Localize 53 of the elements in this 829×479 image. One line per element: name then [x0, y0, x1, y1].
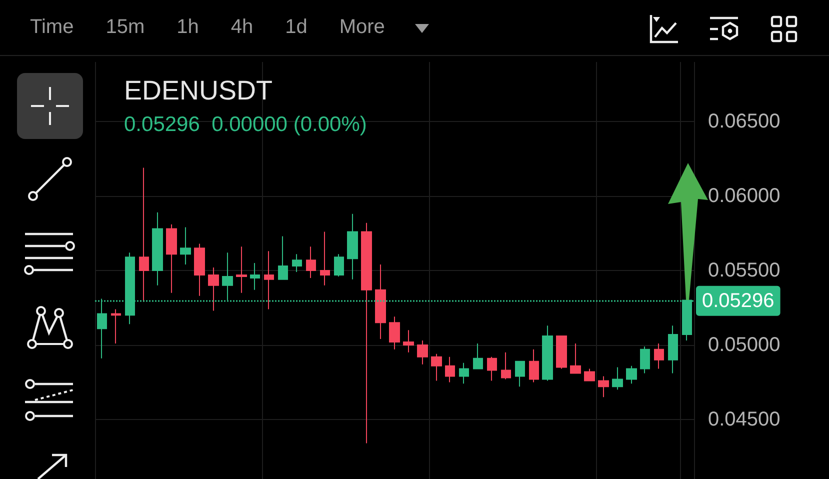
candlestick — [473, 342, 483, 370]
y-tick-label: 0.06000 — [708, 185, 780, 208]
candlestick — [166, 224, 177, 294]
text: 1d — [285, 16, 308, 39]
candlestick — [236, 246, 247, 294]
text: EDENUSDT — [124, 76, 273, 106]
candlestick — [389, 316, 400, 350]
text: 1h — [176, 16, 199, 39]
candlestick — [208, 267, 219, 312]
text: 0.05296 0.00000 (0.00%) — [124, 113, 367, 136]
text: More — [339, 16, 385, 39]
candlestick — [375, 264, 386, 340]
candlestick — [612, 366, 623, 390]
candlestick — [445, 356, 455, 383]
candlestick — [431, 353, 442, 382]
candlestick — [417, 340, 428, 365]
candlestick — [292, 254, 302, 272]
ref-line-label: 0.05296 — [702, 290, 774, 312]
candlestick — [139, 167, 149, 302]
y-tick-label: 0.04500 — [708, 408, 780, 430]
candlestick — [501, 352, 511, 380]
y-tick-label: 0.06500 — [708, 110, 780, 133]
y-tick-label: 0.05000 — [708, 334, 780, 356]
text: 15m — [106, 16, 145, 39]
candlestick — [626, 365, 637, 384]
candlestick — [640, 346, 650, 374]
candlestick — [194, 243, 205, 296]
candlestick — [320, 231, 330, 286]
candlestick — [542, 325, 553, 382]
candlestick — [361, 222, 372, 444]
candlestick — [180, 226, 191, 266]
candlestick — [264, 250, 274, 310]
candlestick — [347, 213, 358, 280]
candlestick — [570, 342, 581, 374]
candlestick — [598, 376, 609, 398]
candlestick — [403, 330, 414, 353]
candlestick — [487, 356, 497, 382]
candlestick — [334, 254, 344, 277]
candlestick — [584, 368, 595, 382]
text: Time — [30, 16, 74, 39]
candlestick — [111, 308, 121, 344]
text: 4h — [230, 16, 254, 39]
candlestick — [278, 236, 288, 280]
candlestick — [459, 362, 469, 384]
candlestick — [556, 336, 567, 370]
candlestick — [668, 325, 678, 374]
candlestick — [250, 262, 260, 290]
candlestick — [529, 348, 539, 383]
candlestick — [515, 360, 525, 388]
y-tick-label: 0.05500 — [708, 260, 780, 282]
candlestick — [654, 342, 664, 370]
candlestick — [152, 212, 163, 286]
candlestick — [306, 246, 316, 278]
